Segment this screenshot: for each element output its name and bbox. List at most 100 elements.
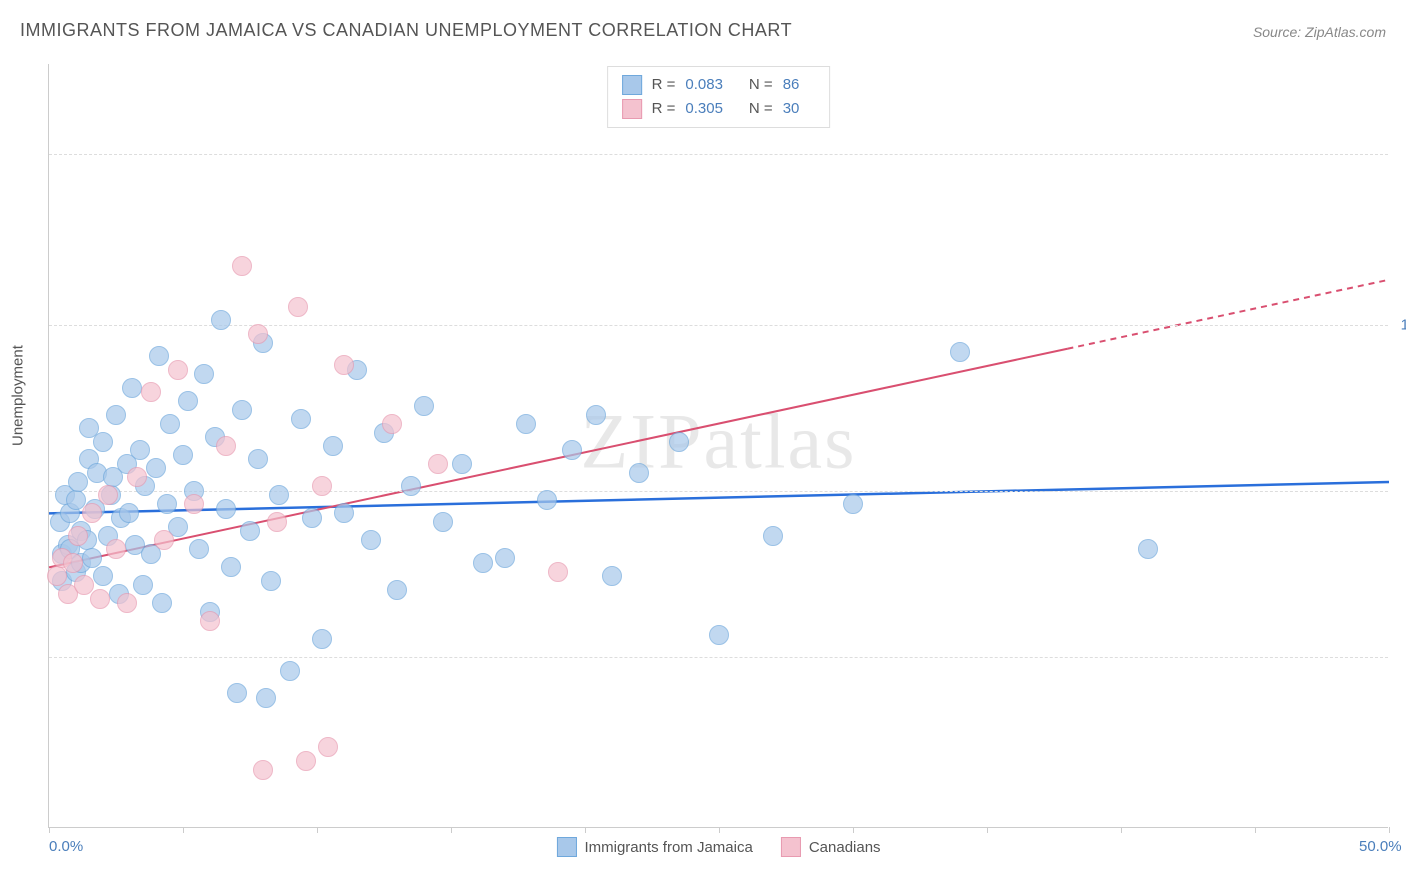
- gridline: [49, 657, 1388, 658]
- scatter-point-series1: [452, 454, 472, 474]
- legend-item-series2: Canadians: [781, 837, 881, 857]
- x-tick: [1389, 827, 1390, 833]
- scatter-point-series1: [433, 512, 453, 532]
- scatter-point-series1: [516, 414, 536, 434]
- x-tick-label: 0.0%: [49, 838, 83, 855]
- scatter-point-series2: [216, 436, 236, 456]
- gridline: [49, 325, 1388, 326]
- scatter-point-series2: [334, 355, 354, 375]
- chart-plot-area: ZIPatlas R = 0.083 N = 86 R = 0.305 N = …: [48, 64, 1388, 828]
- scatter-point-series1: [586, 405, 606, 425]
- swatch-bottom-series2: [781, 837, 801, 857]
- scatter-point-series2: [98, 485, 118, 505]
- gridline: [49, 491, 1388, 492]
- n-label: N =: [749, 97, 773, 121]
- trend-line: [49, 482, 1389, 513]
- x-tick: [183, 827, 184, 833]
- r-label: R =: [652, 73, 676, 97]
- scatter-point-series1: [334, 503, 354, 523]
- scatter-point-series2: [47, 566, 67, 586]
- scatter-point-series2: [232, 256, 252, 276]
- watermark-text: ZIPatlas: [581, 396, 857, 486]
- scatter-point-series1: [261, 571, 281, 591]
- scatter-point-series2: [548, 562, 568, 582]
- n-value-series2: 30: [783, 97, 800, 121]
- scatter-point-series1: [473, 553, 493, 573]
- scatter-point-series2: [68, 526, 88, 546]
- scatter-point-series1: [178, 391, 198, 411]
- scatter-point-series2: [382, 414, 402, 434]
- scatter-point-series1: [152, 593, 172, 613]
- x-tick: [1121, 827, 1122, 833]
- correlation-legend: R = 0.083 N = 86 R = 0.305 N = 30: [607, 66, 831, 128]
- r-value-series1: 0.083: [685, 73, 723, 97]
- r-label: R =: [652, 97, 676, 121]
- scatter-point-series1: [82, 548, 102, 568]
- scatter-point-series2: [90, 589, 110, 609]
- scatter-point-series2: [63, 553, 83, 573]
- scatter-point-series2: [82, 503, 102, 523]
- scatter-point-series1: [216, 499, 236, 519]
- scatter-point-series2: [141, 382, 161, 402]
- trend-lines-layer: [49, 64, 1388, 827]
- scatter-point-series2: [248, 324, 268, 344]
- chart-title: IMMIGRANTS FROM JAMAICA VS CANADIAN UNEM…: [20, 20, 792, 41]
- scatter-point-series1: [709, 625, 729, 645]
- scatter-point-series1: [133, 575, 153, 595]
- scatter-point-series1: [537, 490, 557, 510]
- scatter-point-series1: [157, 494, 177, 514]
- scatter-point-series1: [160, 414, 180, 434]
- scatter-point-series1: [146, 458, 166, 478]
- scatter-point-series2: [312, 476, 332, 496]
- scatter-point-series2: [184, 494, 204, 514]
- scatter-point-series1: [950, 342, 970, 362]
- x-tick: [451, 827, 452, 833]
- scatter-point-series1: [312, 629, 332, 649]
- scatter-point-series1: [401, 476, 421, 496]
- scatter-point-series2: [127, 467, 147, 487]
- scatter-point-series1: [240, 521, 260, 541]
- swatch-series1: [622, 75, 642, 95]
- scatter-point-series1: [221, 557, 241, 577]
- scatter-point-series1: [248, 449, 268, 469]
- scatter-point-series1: [194, 364, 214, 384]
- scatter-point-series1: [414, 396, 434, 416]
- scatter-point-series1: [843, 494, 863, 514]
- x-tick: [49, 827, 50, 833]
- scatter-point-series1: [232, 400, 252, 420]
- n-value-series1: 86: [783, 73, 800, 97]
- legend-item-series1: Immigrants from Jamaica: [556, 837, 752, 857]
- gridline: [49, 154, 1388, 155]
- scatter-point-series1: [291, 409, 311, 429]
- x-tick: [317, 827, 318, 833]
- scatter-point-series1: [119, 503, 139, 523]
- scatter-point-series2: [117, 593, 137, 613]
- scatter-point-series2: [428, 454, 448, 474]
- scatter-point-series1: [211, 310, 231, 330]
- scatter-point-series1: [669, 432, 689, 452]
- source-attribution: Source: ZipAtlas.com: [1253, 24, 1386, 40]
- x-tick: [853, 827, 854, 833]
- scatter-point-series1: [173, 445, 193, 465]
- scatter-point-series2: [288, 297, 308, 317]
- x-tick: [1255, 827, 1256, 833]
- scatter-point-series1: [602, 566, 622, 586]
- scatter-point-series1: [495, 548, 515, 568]
- legend-row-series2: R = 0.305 N = 30: [622, 97, 816, 121]
- y-axis-label: Unemployment: [10, 345, 27, 446]
- x-tick-label: 50.0%: [1359, 838, 1402, 855]
- n-label: N =: [749, 73, 773, 97]
- scatter-point-series1: [93, 432, 113, 452]
- scatter-point-series1: [68, 472, 88, 492]
- scatter-point-series1: [562, 440, 582, 460]
- scatter-point-series1: [149, 346, 169, 366]
- scatter-point-series1: [227, 683, 247, 703]
- scatter-point-series2: [267, 512, 287, 532]
- scatter-point-series1: [302, 508, 322, 528]
- scatter-point-series1: [256, 688, 276, 708]
- legend-label-series2: Canadians: [809, 839, 881, 856]
- scatter-point-series2: [296, 751, 316, 771]
- scatter-point-series2: [318, 737, 338, 757]
- scatter-point-series2: [200, 611, 220, 631]
- scatter-point-series2: [253, 760, 273, 780]
